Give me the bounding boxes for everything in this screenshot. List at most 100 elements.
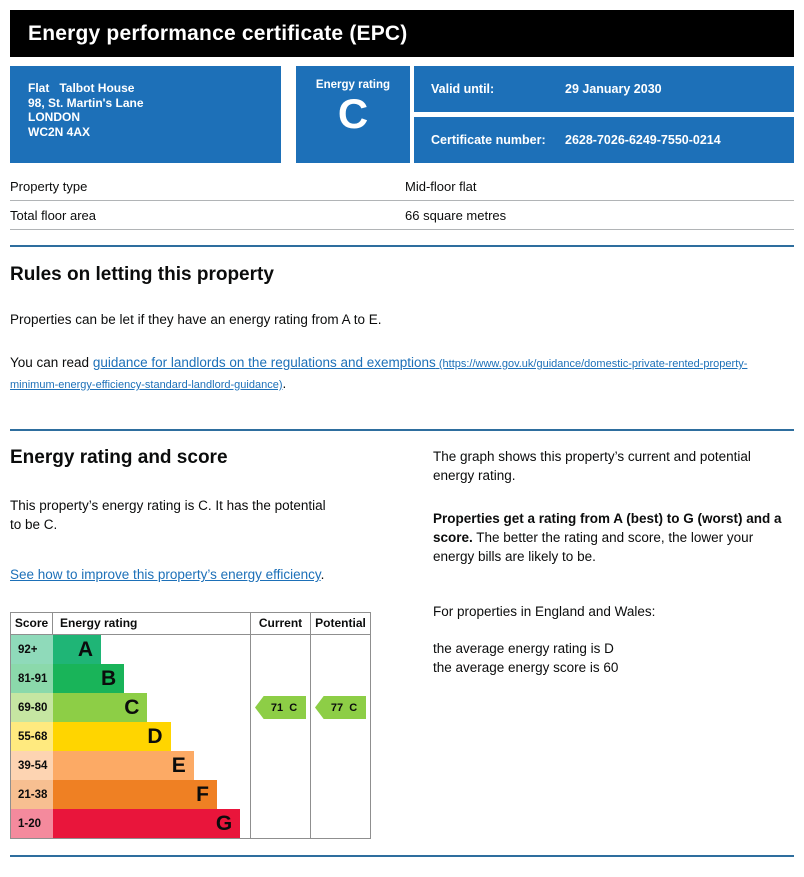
rating-section: Energy rating and score This property’s … [10, 447, 794, 839]
band-bar: G [53, 809, 241, 838]
band-bar-area: G [53, 809, 250, 838]
improve-efficiency-link[interactable]: See how to improve this property’s energ… [10, 567, 321, 582]
epc-chart-body: 92+ A 81-91 B 69-80 C 71 C 77 C 55-68 D 39-54 E 21-3… [11, 635, 370, 838]
rating-section-left: Energy rating and score This property’s … [10, 447, 433, 839]
rating-explanation-rest: The better the rating and score, the low… [433, 530, 754, 564]
band-bar-area: F [53, 780, 250, 809]
band-letter: C [124, 696, 140, 719]
section-divider [10, 855, 794, 857]
band-letter: B [101, 667, 117, 690]
band-letter: A [77, 638, 93, 661]
epc-band-row: 39-54 E [11, 751, 370, 780]
band-score-range: 69-80 [11, 693, 53, 722]
current-column-header: Current [250, 613, 310, 634]
epc-band-row: 81-91 B [11, 664, 370, 693]
current-cell [250, 809, 310, 838]
table-row: Property type Mid-floor flat [10, 172, 794, 201]
page-title: Energy performance certificate (EPC) [28, 21, 408, 45]
band-bar-area: C [53, 693, 250, 722]
band-score-range: 92+ [11, 635, 53, 664]
band-score-range: 21-38 [11, 780, 53, 809]
band-bar: C [53, 693, 148, 722]
average-score-line: the average energy score is 60 [433, 660, 619, 675]
rules-para-1: Properties can be let if they have an en… [10, 312, 382, 327]
valid-until-box: Valid until: 29 January 2030 [414, 66, 794, 112]
current-cell [250, 722, 310, 751]
current-cell [250, 780, 310, 809]
potential-cell [310, 664, 370, 693]
potential-cell [310, 809, 370, 838]
rating-summary-text: This property’s energy rating is C. It h… [10, 498, 326, 532]
band-letter: D [147, 725, 163, 748]
landlord-guidance-link-text: guidance for landlords on the regulation… [92, 355, 436, 370]
certificate-number-label: Certificate number: [431, 133, 546, 147]
energy-rating-label: Energy rating [315, 79, 391, 91]
current-rating-arrow: 71 C [255, 696, 306, 719]
energy-rating-column-header: Energy rating [60, 616, 138, 630]
improve-para-suffix: . [320, 567, 325, 582]
certificate-number-value: 2628-7026-6249-7550-0214 [565, 133, 721, 147]
potential-column-header: Potential [310, 613, 370, 634]
certificate-title-bar: Energy performance certificate (EPC) [10, 10, 794, 57]
average-rating-lines: the average energy rating is D the avera… [433, 639, 793, 677]
total-floor-area-label: Total floor area [10, 207, 96, 223]
rating-section-heading: Energy rating and score [10, 447, 228, 468]
band-score-range: 81-91 [11, 664, 53, 693]
rating-section-right: The graph shows this property’s current … [433, 447, 794, 839]
improve-para: See how to improve this property’s energ… [10, 565, 325, 584]
epc-chart-header: Score Energy rating Current Potential [11, 613, 370, 635]
epc-band-row: 92+ A [11, 635, 370, 664]
current-cell [250, 751, 310, 780]
rules-section-heading: Rules on letting this property [10, 264, 274, 285]
band-bar: F [53, 780, 217, 809]
total-floor-area-value: 66 square metres [405, 207, 507, 223]
property-type-label: Property type [10, 178, 88, 194]
energy-rating-value: C [337, 90, 369, 137]
epc-band-row: 69-80 C 71 C 77 C [11, 693, 370, 722]
current-cell [250, 664, 310, 693]
rules-para-2-suffix: . [282, 376, 287, 391]
table-row: Total floor area 66 square metres [10, 201, 794, 230]
band-bar: D [53, 722, 171, 751]
band-letter: F [196, 783, 209, 806]
current-cell [250, 635, 310, 664]
band-bar-area: B [53, 664, 250, 693]
average-rating-line: the average energy rating is D [433, 641, 614, 656]
rules-para-2: You can read guidance for landlords on t… [10, 353, 775, 395]
rating-explanation-bold: Properties get a rating from A (best) to… [433, 511, 782, 545]
score-column-header: Score [11, 613, 53, 634]
potential-cell: 77 C [310, 693, 370, 722]
england-wales-intro: For properties in England and Wales: [433, 604, 656, 619]
epc-rating-chart: Score Energy rating Current Potential 92… [10, 612, 371, 839]
section-divider [10, 429, 794, 431]
landlord-guidance-link-url: (https://www.gov.uk/guidance/domestic-pr… [10, 358, 748, 391]
graph-description: The graph shows this property’s current … [433, 449, 751, 483]
current-cell: 71 C [250, 693, 310, 722]
band-bar: A [53, 635, 101, 664]
summary-row: Flat Talbot House 98, St. Martin's Lane … [10, 66, 794, 163]
valid-until-label: Valid until: [431, 82, 495, 96]
epc-band-row: 21-38 F [11, 780, 370, 809]
potential-cell [310, 751, 370, 780]
band-score-range: 1-20 [11, 809, 53, 838]
rating-explanation: Properties get a rating from A (best) to… [433, 509, 793, 566]
band-bar: B [53, 664, 125, 693]
band-score-range: 55-68 [11, 722, 53, 751]
band-score-range: 39-54 [11, 751, 53, 780]
band-letter: E [171, 754, 186, 777]
band-bar-area: A [53, 635, 250, 664]
rules-para-2-prefix: You can read [10, 355, 93, 370]
valid-until-value: 29 January 2030 [565, 82, 662, 96]
property-details-table: Property type Mid-floor flat Total floor… [10, 172, 794, 230]
certificate-number-box: Certificate number: 2628-7026-6249-7550-… [414, 117, 794, 163]
energy-rating-box: Energy rating C [296, 66, 410, 163]
potential-cell [310, 722, 370, 751]
validity-column: Valid until: 29 January 2030 Certificate… [414, 66, 794, 163]
landlord-guidance-link[interactable]: guidance for landlords on the regulation… [10, 355, 747, 391]
band-bar-area: E [53, 751, 250, 780]
section-divider [10, 245, 794, 247]
epc-band-row: 55-68 D [11, 722, 370, 751]
property-type-value: Mid-floor flat [405, 178, 477, 194]
potential-rating-arrow: 77 C [315, 696, 366, 719]
